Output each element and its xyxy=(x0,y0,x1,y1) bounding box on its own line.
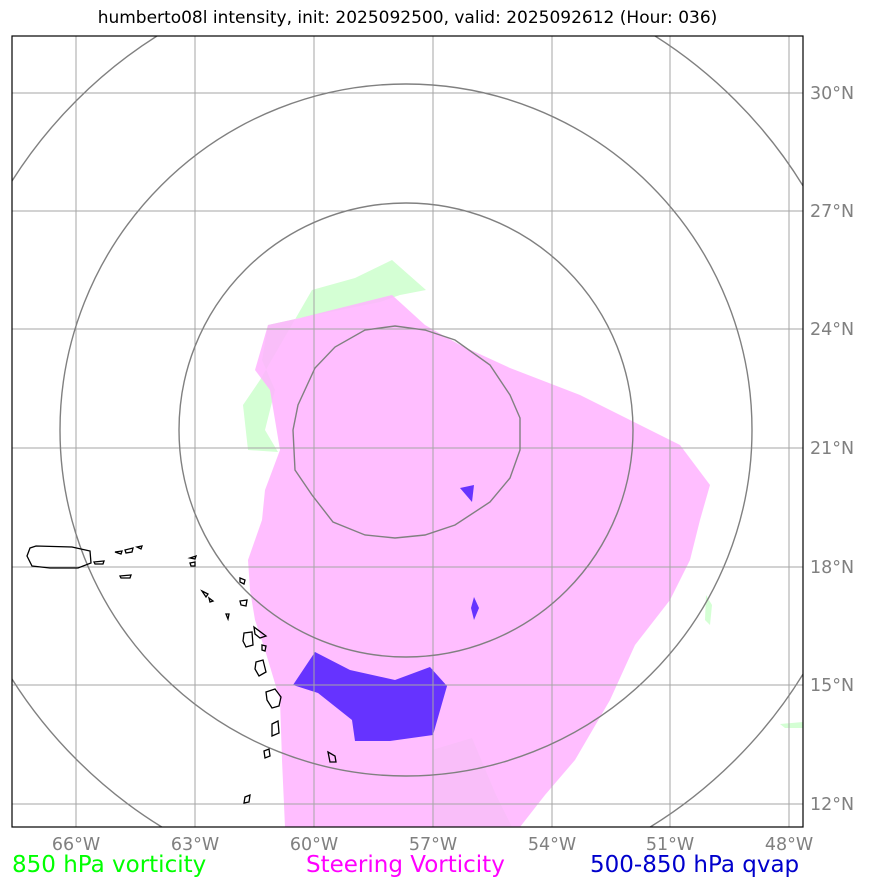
lat-tick-label: 18°N xyxy=(810,558,854,578)
steering-vorticity-fill xyxy=(248,295,710,827)
lon-tick-label: 66°W xyxy=(52,835,100,855)
lon-tick-label: 48°W xyxy=(765,835,813,855)
lon-tick-label: 51°W xyxy=(646,835,694,855)
lat-tick-label: 27°N xyxy=(810,202,854,222)
lon-tick-label: 57°W xyxy=(409,835,457,855)
latitude-labels: 30°N 27°N 24°N 21°N 18°N 15°N 12°N xyxy=(810,84,854,815)
legend-steering-vorticity: Steering Vorticity xyxy=(306,852,505,878)
plot-frame xyxy=(11,35,804,828)
lat-tick-label: 24°N xyxy=(810,320,854,340)
lon-tick-label: 54°W xyxy=(528,835,576,855)
lon-tick-label: 63°W xyxy=(171,835,219,855)
lon-tick-label: 60°W xyxy=(290,835,338,855)
lat-tick-label: 30°N xyxy=(810,84,854,104)
lat-tick-label: 15°N xyxy=(810,676,854,696)
gridlines xyxy=(12,36,803,827)
lat-tick-label: 21°N xyxy=(810,439,854,459)
lat-tick-label: 12°N xyxy=(810,795,854,815)
map-title: humberto08l intensity, init: 2025092500,… xyxy=(97,8,718,28)
coastlines xyxy=(26,545,337,804)
legend-850-vorticity: 850 hPa vorticity xyxy=(12,852,207,878)
qvap-fill xyxy=(293,485,479,741)
longitude-labels: 66°W 63°W 60°W 57°W 54°W 51°W 48°W xyxy=(52,835,813,855)
legend-qvap: 500-850 hPa qvap xyxy=(590,852,800,878)
